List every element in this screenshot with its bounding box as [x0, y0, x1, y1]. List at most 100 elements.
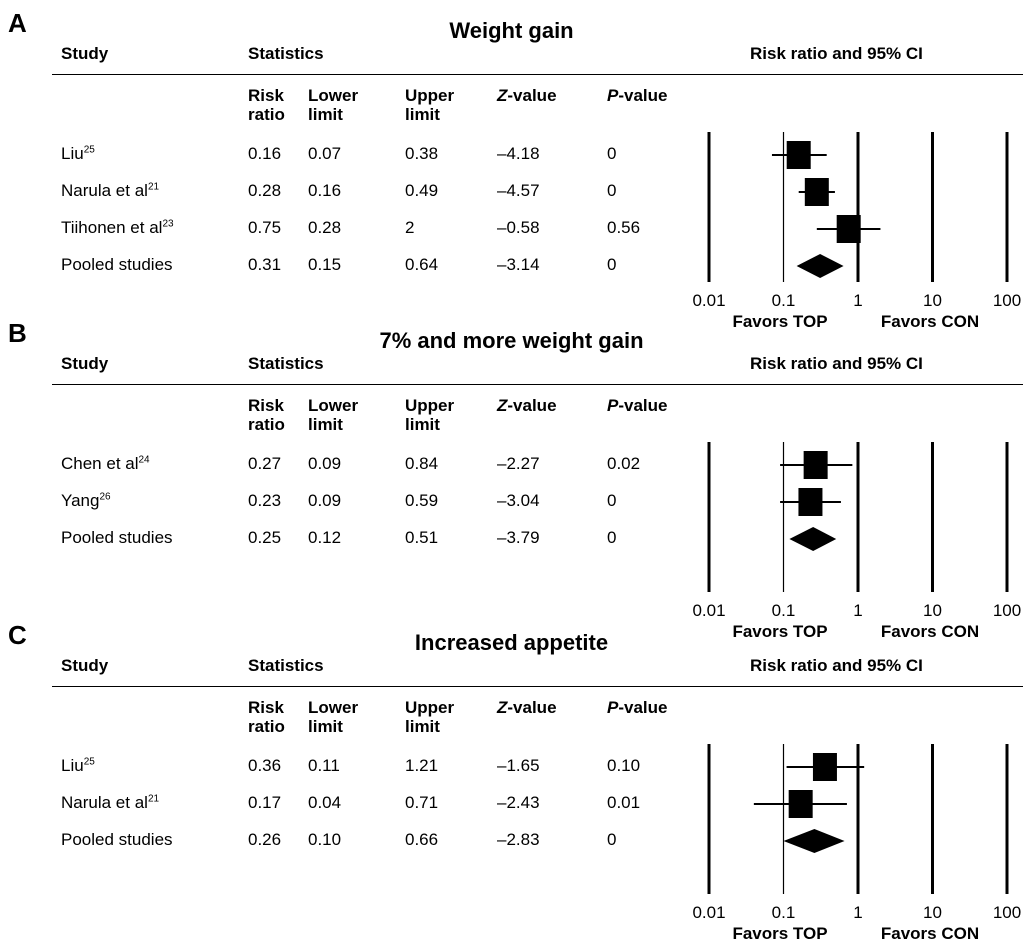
tick-label: 0.01 [692, 903, 725, 922]
header-ci: Risk ratio and 95% CI [750, 656, 923, 675]
stat-cell: 0.27 [248, 454, 282, 473]
tick-label: 0.1 [772, 601, 796, 620]
stat-cell: 0 [607, 528, 617, 547]
reference-number: 26 [99, 491, 111, 503]
column-header: Upper limit [405, 698, 455, 736]
stat-cell: 0.16 [248, 144, 282, 163]
pooled-diamond [789, 527, 837, 551]
forest-plot: 0.01 0.1 1 10 100 Favors TOP Favors CON [692, 744, 1021, 943]
forest-plot: 0.01 0.1 1 10 100 Favors TOP Favors CON [692, 132, 1021, 331]
favors-right-label: Favors CON [881, 622, 979, 641]
stat-cell: –2.83 [497, 830, 540, 849]
tick-label: 100 [993, 903, 1021, 922]
stat-cell: –4.57 [497, 181, 540, 200]
stat-cell: 0 [607, 144, 617, 163]
stat-cell: –0.58 [497, 218, 540, 237]
favors-left-label: Favors TOP [732, 312, 827, 331]
tick-label: 10 [923, 903, 942, 922]
stat-cell: 0.04 [308, 793, 342, 812]
header-ci: Risk ratio and 95% CI [750, 44, 923, 63]
column-header: Upper limit [405, 396, 455, 434]
point-estimate-square [836, 215, 861, 243]
stat-cell: –3.04 [497, 491, 540, 510]
study-name: Pooled studies [61, 255, 173, 274]
stat-cell: 0 [607, 181, 617, 200]
stat-cell: 0.51 [405, 528, 439, 547]
pooled-diamond [783, 829, 845, 853]
stat-cell: –2.27 [497, 454, 540, 473]
reference-number: 25 [83, 756, 95, 768]
stat-cell: 0.26 [248, 830, 282, 849]
pooled-diamond [796, 254, 844, 278]
panel-title: Weight gain [449, 18, 574, 43]
column-header: Lower limit [308, 396, 359, 434]
header-statistics: Statistics [248, 44, 324, 63]
stat-cell: 0 [607, 491, 617, 510]
stat-cell: 0.10 [607, 756, 641, 775]
column-header: Z-value [497, 86, 557, 105]
favors-left-label: Favors TOP [732, 924, 827, 943]
stat-cell: 0.12 [308, 528, 342, 547]
header-rule [52, 74, 1023, 75]
stat-cell: –4.18 [497, 144, 540, 163]
header-study: Study [61, 656, 109, 675]
stat-cell: 0.56 [607, 218, 641, 237]
stat-cell: 0.49 [405, 181, 439, 200]
favors-right-label: Favors CON [881, 312, 979, 331]
stat-cell: 0.71 [405, 793, 439, 812]
stat-cell: 0.28 [248, 181, 282, 200]
stat-cell: 2 [405, 218, 415, 237]
study-name: Yang26 [61, 491, 111, 510]
tick-label: 1 [853, 291, 862, 310]
stat-cell: 0.28 [308, 218, 342, 237]
stat-cell: 0.25 [248, 528, 282, 547]
study-name: Narula et al21 [61, 181, 160, 200]
stat-cell: 0.09 [308, 454, 342, 473]
point-estimate-square [812, 753, 837, 781]
column-header: Risk ratio [248, 698, 285, 736]
tick-label: 1 [853, 903, 862, 922]
tick-label: 1 [853, 601, 862, 620]
column-header: Upper limit [405, 86, 455, 124]
header-rule [52, 686, 1023, 687]
stat-cell: 0.15 [308, 255, 342, 274]
reference-number: 25 [83, 144, 95, 156]
stat-cell: 0.31 [248, 255, 282, 274]
reference-number: 21 [147, 181, 160, 193]
study-name: Pooled studies [61, 528, 173, 547]
stat-cell: 0.16 [308, 181, 342, 200]
tick-label: 10 [923, 601, 942, 620]
tick-label: 0.1 [772, 903, 796, 922]
stat-cell: 0.02 [607, 454, 641, 473]
panel-letter: B [8, 318, 27, 348]
tick-label: 0.01 [692, 601, 725, 620]
panel-letter: A [8, 8, 27, 38]
stat-cell: 0.75 [248, 218, 282, 237]
header-statistics: Statistics [248, 656, 324, 675]
study-name: Narula et al21 [61, 793, 160, 812]
point-estimate-square [798, 488, 823, 516]
tick-label: 100 [993, 601, 1021, 620]
stat-cell: –3.14 [497, 255, 540, 274]
stat-cell: 0.36 [248, 756, 282, 775]
tick-label: 100 [993, 291, 1021, 310]
stat-cell: 0.01 [607, 793, 641, 812]
column-header: Lower limit [308, 86, 359, 124]
column-header: Risk ratio [248, 86, 285, 124]
tick-label: 10 [923, 291, 942, 310]
header-ci: Risk ratio and 95% CI [750, 354, 923, 373]
stat-cell: 0.64 [405, 255, 439, 274]
column-header: Risk ratio [248, 396, 285, 434]
stat-cell: 0.84 [405, 454, 439, 473]
stat-cell: 0.66 [405, 830, 439, 849]
column-header: Z-value [497, 698, 557, 717]
panel-a: A Weight gain Study Statistics Risk ratio an… [0, 0, 1023, 331]
header-statistics: Statistics [248, 354, 324, 373]
header-study: Study [61, 354, 109, 373]
panel-letter: C [8, 620, 27, 650]
point-estimate-square [788, 790, 813, 818]
column-header: P-value [607, 86, 668, 105]
favors-left-label: Favors TOP [732, 622, 827, 641]
column-header: Lower limit [308, 698, 359, 736]
tick-label: 0.01 [692, 291, 725, 310]
